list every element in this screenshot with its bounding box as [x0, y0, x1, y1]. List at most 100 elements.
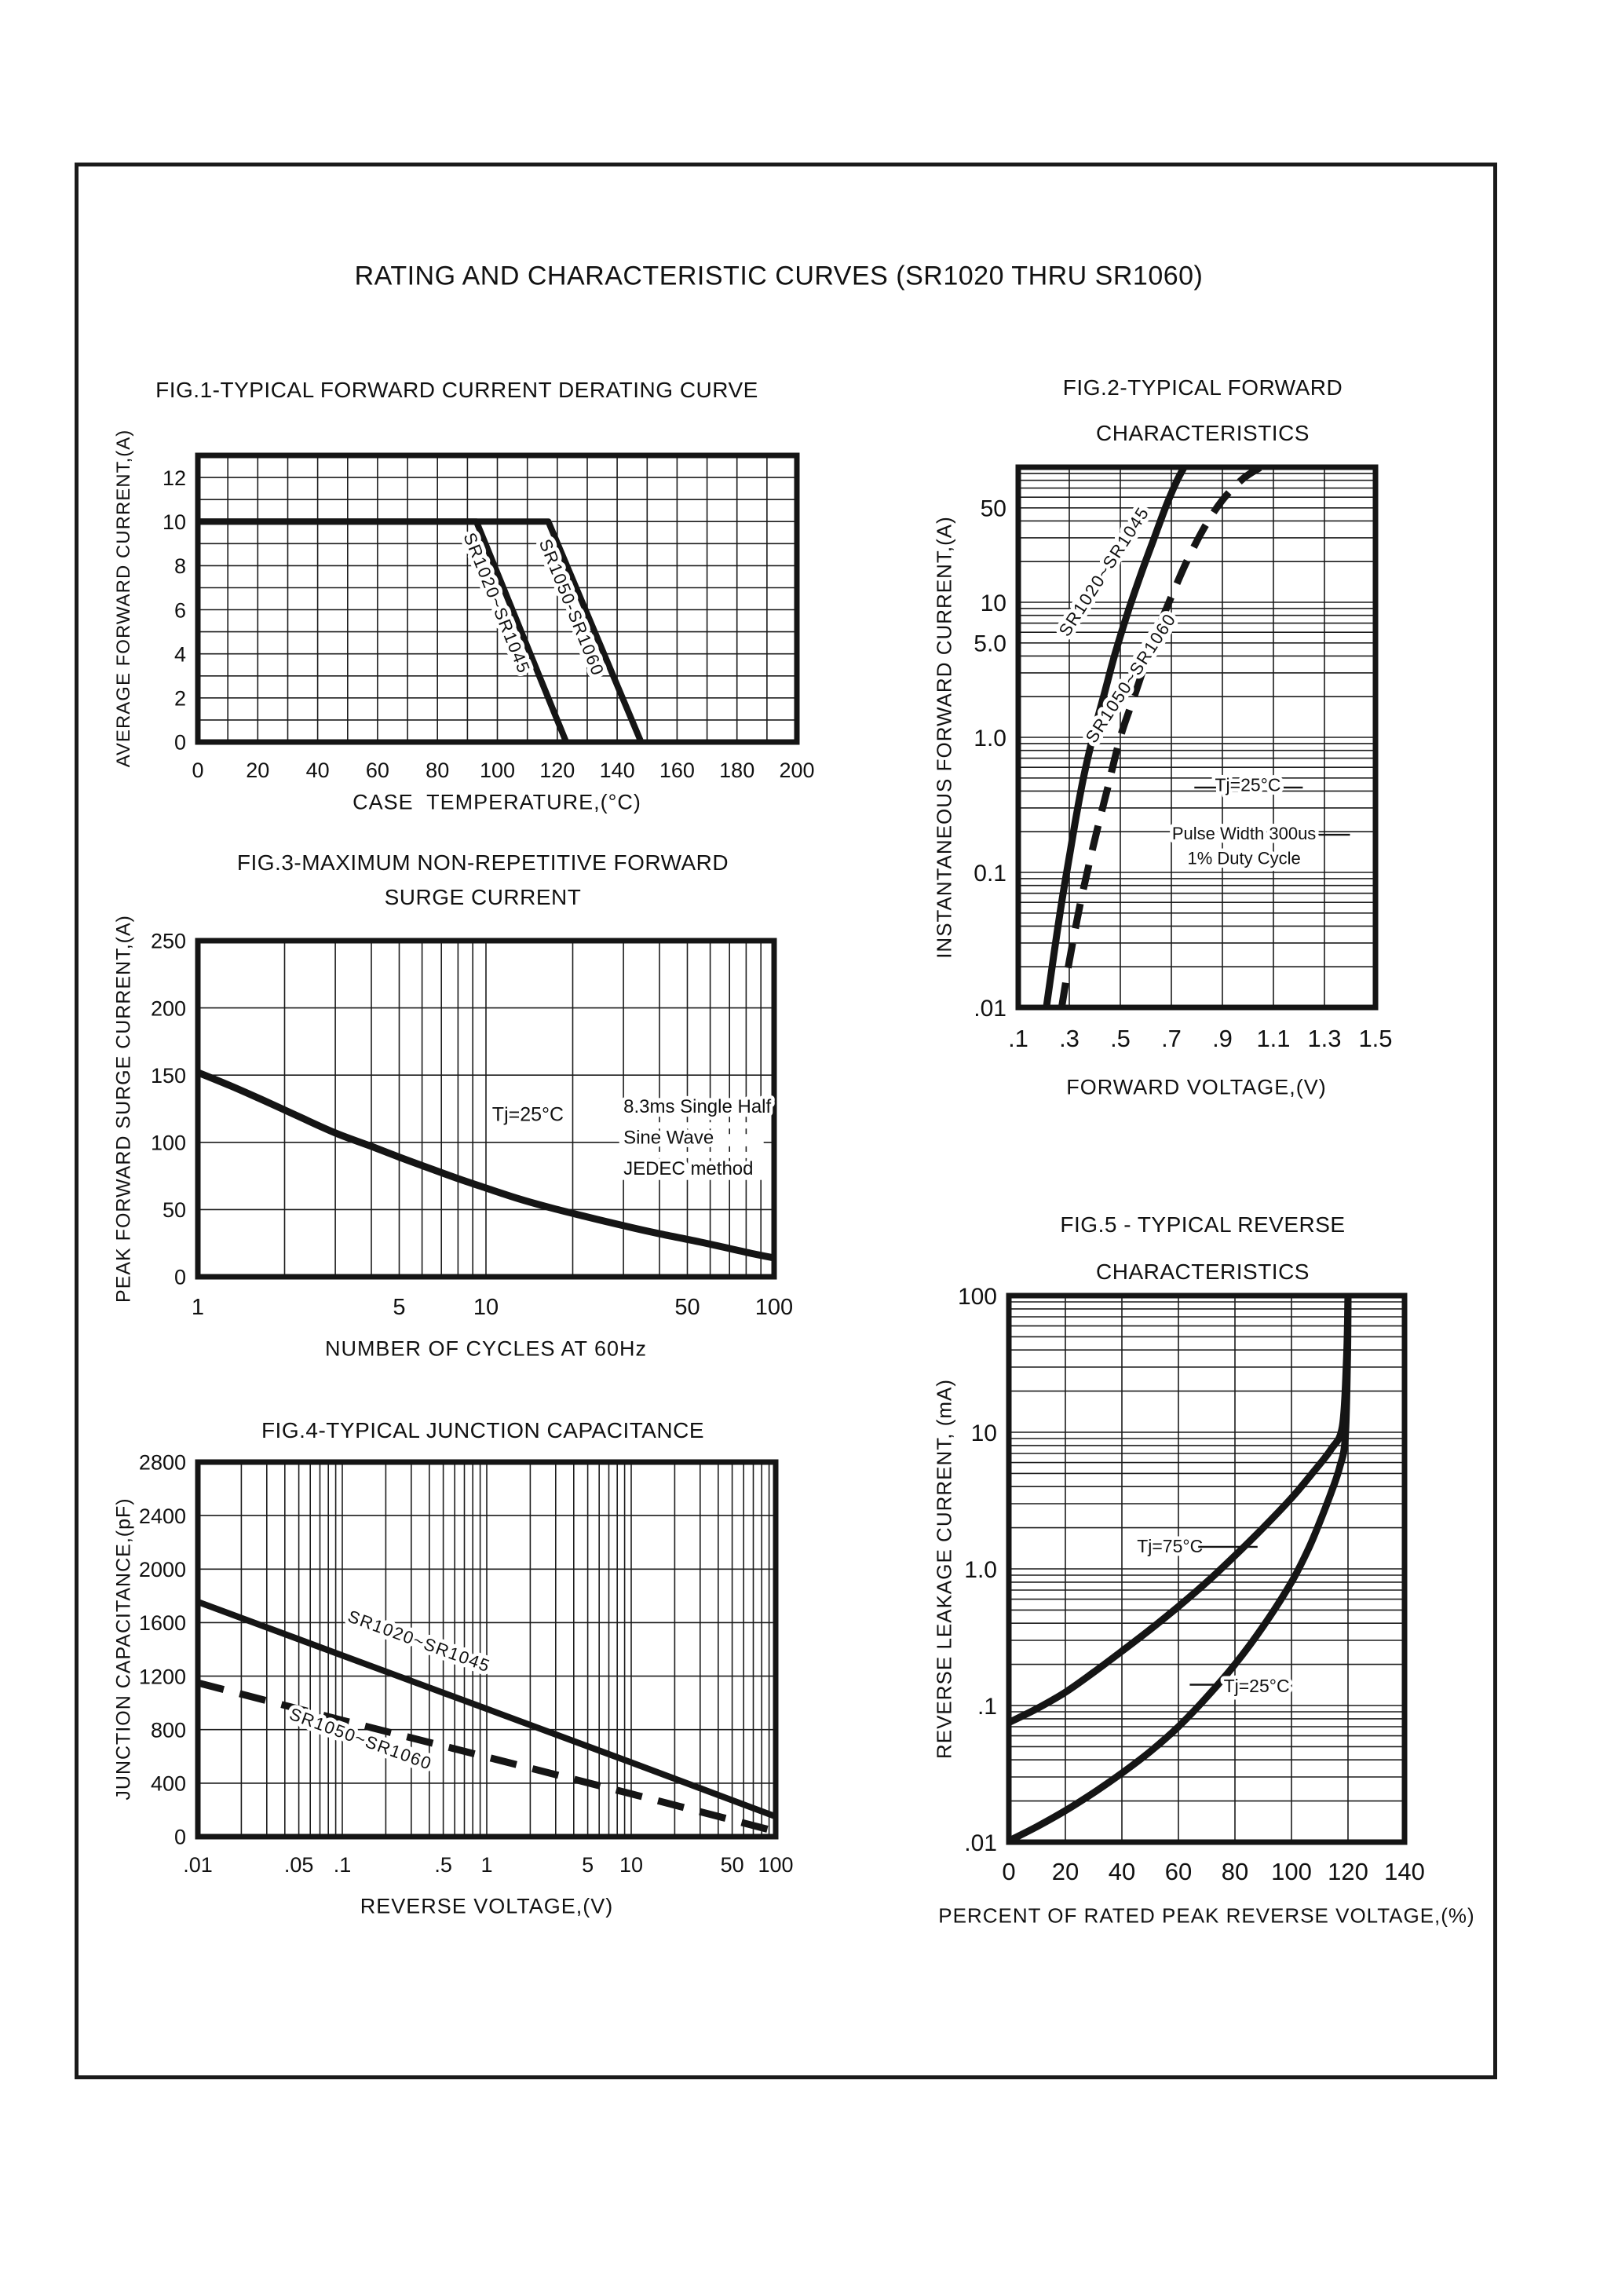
svg-text:SR1050-SR1060: SR1050-SR1060	[535, 536, 608, 679]
svg-text:200: 200	[779, 759, 814, 782]
fig3-title-line2: SURGE CURRENT	[384, 885, 582, 909]
svg-text:400: 400	[151, 1772, 186, 1796]
svg-text:10: 10	[971, 1420, 997, 1446]
svg-text:.5: .5	[1110, 1025, 1131, 1052]
svg-text:.01: .01	[183, 1853, 213, 1877]
svg-text:50: 50	[981, 496, 1006, 522]
svg-text:12: 12	[163, 466, 186, 490]
svg-text:1600: 1600	[139, 1611, 186, 1635]
svg-text:.7: .7	[1161, 1025, 1182, 1052]
svg-text:80: 80	[1222, 1858, 1248, 1885]
svg-text:120: 120	[539, 759, 575, 782]
svg-text:1% Duty Cycle: 1% Duty Cycle	[1187, 849, 1300, 868]
svg-text:.01: .01	[974, 996, 1006, 1022]
svg-text:0: 0	[174, 1266, 186, 1289]
svg-text:5: 5	[393, 1295, 405, 1320]
svg-text:Tj=25°C: Tj=25°C	[492, 1103, 564, 1125]
svg-text:10: 10	[163, 510, 186, 534]
svg-text:Tj=25°C: Tj=25°C	[1215, 774, 1281, 795]
svg-text:4: 4	[174, 642, 186, 666]
svg-text:1.5: 1.5	[1358, 1025, 1392, 1052]
svg-text:120: 120	[1328, 1858, 1368, 1885]
fig4-title: FIG.4-TYPICAL JUNCTION CAPACITANCE	[261, 1418, 705, 1442]
svg-text:1.1: 1.1	[1256, 1025, 1290, 1052]
svg-text:.05: .05	[284, 1853, 314, 1877]
svg-text:800: 800	[151, 1718, 186, 1742]
svg-text:2: 2	[174, 687, 186, 711]
svg-text:1.0: 1.0	[974, 726, 1006, 751]
svg-text:.9: .9	[1212, 1025, 1233, 1052]
fig5-x-axis-title: PERCENT OF RATED PEAK REVERSE VOLTAGE,(%…	[938, 1903, 1475, 1928]
svg-text:200: 200	[151, 996, 186, 1020]
fig5-chart: 0 20 40 60 80 100 120 140 100 10 1.0 .1 .01 Tj=75°C Tj…	[958, 1284, 1425, 1885]
svg-text:JEDEC method: JEDEC method	[623, 1158, 753, 1179]
svg-text:40: 40	[306, 759, 330, 782]
fig1-title: FIG.1-TYPICAL FORWARD CURRENT DERATING C…	[155, 378, 758, 402]
svg-text:0.1: 0.1	[974, 861, 1006, 887]
fig5-title-line2: CHARACTERISTICS	[1096, 1260, 1310, 1284]
svg-text:2800: 2800	[139, 1451, 186, 1475]
svg-text:.01: .01	[964, 1830, 997, 1856]
svg-text:1.3: 1.3	[1307, 1025, 1341, 1052]
svg-text:1: 1	[192, 1295, 204, 1320]
svg-text:0: 0	[174, 1826, 186, 1849]
svg-text:10: 10	[619, 1853, 643, 1877]
svg-text:50: 50	[674, 1295, 700, 1320]
fig2-title-line1: FIG.2-TYPICAL FORWARD	[1062, 375, 1343, 400]
fig3-x-axis-title: NUMBER OF CYCLES AT 60Hz	[324, 1336, 648, 1361]
svg-text:Tj=25°C: Tj=25°C	[1224, 1676, 1290, 1696]
svg-text:100: 100	[755, 1295, 793, 1320]
svg-text:140: 140	[600, 759, 635, 782]
fig5-title-line1: FIG.5 - TYPICAL REVERSE	[1060, 1212, 1346, 1237]
svg-text:80: 80	[426, 759, 449, 782]
svg-text:Tj=75°C: Tj=75°C	[1137, 1536, 1203, 1556]
svg-text:20: 20	[1052, 1858, 1079, 1885]
svg-text:180: 180	[719, 759, 754, 782]
svg-text:8: 8	[174, 554, 186, 578]
fig3-title-line1: FIG.3-MAXIMUM NON-REPETITIVE FORWARD	[236, 850, 729, 875]
svg-text:0: 0	[192, 759, 203, 782]
svg-text:1.0: 1.0	[964, 1557, 997, 1583]
svg-text:0: 0	[1002, 1858, 1015, 1885]
svg-text:1200: 1200	[139, 1665, 186, 1688]
svg-text:5: 5	[582, 1853, 594, 1877]
svg-text:140: 140	[1384, 1858, 1425, 1885]
svg-text:60: 60	[1165, 1858, 1192, 1885]
svg-text:6: 6	[174, 598, 186, 622]
svg-text:.5: .5	[434, 1853, 452, 1877]
svg-text:Sine Wave: Sine Wave	[623, 1128, 714, 1149]
svg-text:2000: 2000	[139, 1558, 186, 1581]
svg-text:160: 160	[659, 759, 695, 782]
fig3-chart: 1 5 10 50 100 0 50 100 150 200 250 Tj=25°C 8.3ms Sin…	[151, 930, 793, 1320]
svg-text:10: 10	[981, 590, 1006, 616]
svg-text:.1: .1	[977, 1694, 997, 1720]
svg-text:5.0: 5.0	[974, 631, 1006, 657]
fig2-title-line2: CHARACTERISTICS	[1096, 421, 1310, 445]
svg-text:250: 250	[151, 930, 186, 953]
svg-text:40: 40	[1109, 1858, 1135, 1885]
svg-text:10: 10	[473, 1295, 499, 1320]
svg-text:20: 20	[246, 759, 269, 782]
svg-text:150: 150	[151, 1064, 186, 1088]
page-border	[75, 163, 1497, 2079]
svg-text:.1: .1	[334, 1853, 352, 1877]
svg-text:.3: .3	[1059, 1025, 1080, 1052]
svg-text:.1: .1	[1008, 1025, 1028, 1052]
fig2-chart: .1 .3 .5 .7 .9 1.1 1.3 1.5 50 10 5.0 1.0 0.1 .01 Tj=25…	[974, 464, 1393, 1052]
svg-text:100: 100	[151, 1132, 186, 1155]
svg-text:2400: 2400	[139, 1504, 186, 1528]
fig1-chart: 0 20 40 60 80 100 120 140 160 180 200 0 2 4 6 8 10 12 SR10…	[163, 452, 815, 782]
page-title: RATING AND CHARACTERISTIC CURVES (SR1020…	[354, 261, 1204, 291]
svg-text:100: 100	[958, 1284, 997, 1310]
svg-text:1: 1	[480, 1853, 492, 1877]
fig4-chart: .01 .05 .1 .5 1 5 10 50 100 0 400 800 1200 1600 2000 24…	[139, 1451, 794, 1877]
fig1-x-axis-title: CASE TEMPERATURE,(°C)	[353, 790, 641, 814]
svg-text:100: 100	[480, 759, 515, 782]
fig2-x-axis-title: FORWARD VOLTAGE,(V)	[1066, 1075, 1327, 1099]
svg-text:8.3ms Single Half: 8.3ms Single Half	[623, 1096, 771, 1117]
fig4-x-axis-title: REVERSE VOLTAGE,(V)	[360, 1894, 614, 1918]
svg-text:60: 60	[366, 759, 389, 782]
svg-text:0: 0	[174, 731, 186, 755]
svg-text:50: 50	[163, 1198, 186, 1222]
svg-text:100: 100	[1271, 1858, 1312, 1885]
